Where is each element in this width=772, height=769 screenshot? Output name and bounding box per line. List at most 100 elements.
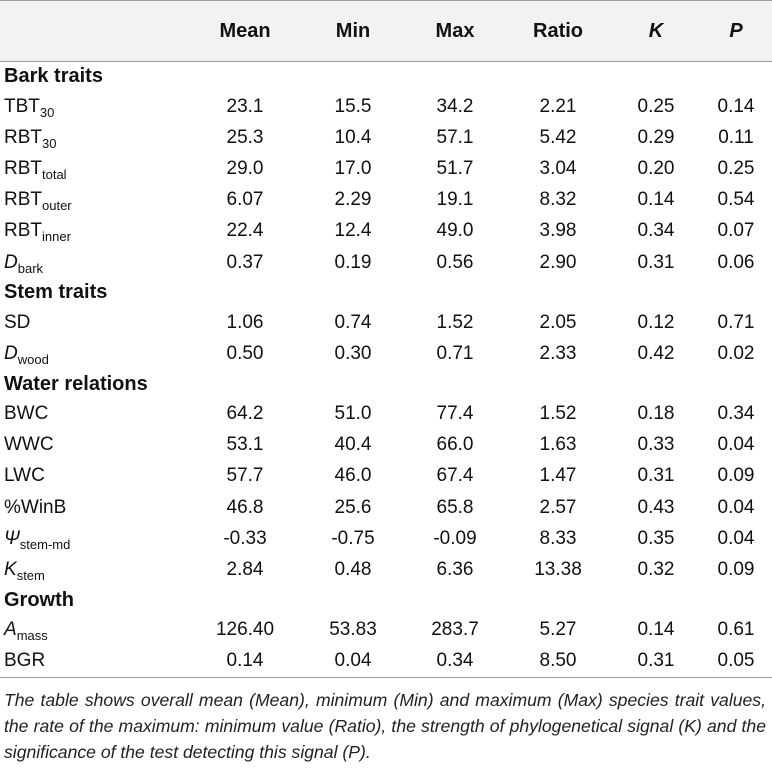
table-row: BGR 0.14 0.04 0.34 8.50 0.31 0.05	[0, 645, 772, 678]
min-cell: 15.5	[334, 95, 372, 117]
group-title: Bark traits	[4, 65, 103, 87]
trait-symbol: BGR	[4, 650, 46, 672]
trait-name-cell: Kstem	[0, 554, 190, 585]
k-cell: 0.31	[637, 465, 675, 487]
ratio-cell: 2.21	[539, 95, 577, 117]
table-row: Amass 126.40 53.83 283.7 5.27 0.14 0.61	[0, 615, 772, 646]
max-cell: 0.56	[436, 251, 474, 273]
p-cell: 0.06	[717, 251, 755, 273]
min-cell: 53.83	[329, 619, 377, 641]
trait-subscript: stem	[16, 568, 45, 584]
mean-cell: 25.3	[226, 126, 264, 148]
p-cell: 0.61	[717, 619, 755, 641]
min-cell: 10.4	[334, 126, 372, 148]
k-cell: 0.34	[637, 220, 675, 242]
p-cell: 0.05	[700, 645, 772, 678]
trait-symbol: A	[4, 619, 17, 641]
trait-name-cell: BWC	[0, 399, 190, 430]
table-row: Ψstem-md -0.33 -0.75 -0.09 8.33 0.35 0.04	[0, 523, 772, 554]
ratio-cell: 1.63	[539, 434, 577, 456]
group-header-row: Growth	[0, 586, 772, 615]
mean-cell: 0.14	[190, 645, 300, 678]
trait-name-cell: Amass	[0, 615, 190, 646]
trait-name-cell: WWC	[0, 430, 190, 461]
max-cell: 49.0	[436, 220, 474, 242]
min-cell: 12.4	[334, 220, 372, 242]
min-cell: 17.0	[334, 157, 372, 179]
trait-name-cell: %WinB	[0, 492, 190, 523]
ratio-cell: 8.32	[539, 189, 577, 211]
p-cell: 0.25	[717, 157, 755, 179]
trait-symbol: BWC	[4, 403, 49, 425]
trait-name-cell: RBTouter	[0, 185, 190, 216]
min-cell: 0.48	[334, 559, 372, 581]
ratio-cell: 3.98	[539, 220, 577, 242]
trait-symbol: WWC	[4, 434, 54, 456]
k-cell: 0.35	[637, 527, 675, 549]
mean-cell: 22.4	[226, 220, 264, 242]
max-cell: 283.7	[431, 619, 479, 641]
k-cell: 0.20	[637, 157, 675, 179]
mean-cell: 0.37	[226, 251, 264, 273]
k-cell: 0.14	[637, 189, 675, 211]
header-p: P	[700, 0, 772, 62]
group-title: Stem traits	[4, 281, 108, 304]
p-cell: 0.54	[717, 189, 755, 211]
header-mean: Mean	[190, 0, 300, 62]
ratio-cell: 2.90	[539, 251, 577, 273]
ratio-cell: 1.52	[539, 403, 577, 425]
p-cell: 0.34	[717, 403, 755, 425]
k-cell: 0.25	[637, 95, 675, 117]
trait-name-cell: BGR	[0, 645, 190, 678]
mean-cell: 126.40	[215, 619, 275, 641]
ratio-cell: 1.47	[539, 465, 577, 487]
k-cell: 0.42	[637, 342, 675, 364]
ratio-cell: 2.57	[539, 496, 577, 518]
min-cell: 40.4	[334, 434, 372, 456]
table-row: LWC 57.7 46.0 67.4 1.47 0.31 0.09	[0, 461, 772, 492]
trait-name-cell: TBT30	[0, 91, 190, 122]
trait-name-cell: Dbark	[0, 247, 190, 278]
group-title: Water relations	[4, 372, 148, 395]
p-cell: 0.07	[717, 220, 755, 242]
table-header: Mean Min Max Ratio K P	[0, 0, 772, 62]
table-footnote: The table shows overall mean (Mean), min…	[4, 690, 766, 762]
table-row: Kstem 2.84 0.48 6.36 13.38 0.32 0.09	[0, 554, 772, 585]
max-cell: 66.0	[436, 434, 474, 456]
trait-name-cell: RBT30	[0, 122, 190, 153]
mean-cell: 0.50	[226, 342, 264, 364]
p-cell: 0.09	[717, 559, 755, 581]
trait-subscript: stem-md	[19, 536, 71, 552]
k-cell: 0.18	[637, 403, 675, 425]
trait-subscript: total	[42, 166, 67, 182]
k-cell: 0.31	[637, 251, 675, 273]
ratio-cell: 8.50	[504, 645, 612, 678]
max-cell: 6.36	[436, 559, 474, 581]
trait-name-cell: Dwood	[0, 338, 190, 369]
p-cell: 0.09	[717, 465, 755, 487]
trait-name-cell: Ψstem-md	[0, 523, 190, 554]
min-cell: 0.19	[334, 251, 372, 273]
mean-cell: 6.07	[226, 189, 264, 211]
table-row: Dbark 0.37 0.19 0.56 2.90 0.31 0.06	[0, 247, 772, 278]
k-cell: 0.14	[637, 619, 675, 641]
trait-name-cell: LWC	[0, 461, 190, 492]
table-body: Bark traits TBT30 23.1 15.5 34.2 2.21 0.25 0.14…	[0, 62, 772, 678]
trait-name-cell: RBTtotal	[0, 153, 190, 184]
header-row: Mean Min Max Ratio K P	[0, 0, 772, 62]
trait-symbol: %WinB	[4, 496, 67, 518]
table-row: RBTtotal 29.0 17.0 51.7 3.04 0.20 0.25	[0, 153, 772, 184]
mean-cell: 2.84	[226, 559, 264, 581]
trait-subscript: inner	[42, 229, 71, 245]
max-cell: 57.1	[436, 126, 474, 148]
trait-subscript: wood	[17, 351, 49, 367]
trait-subscript: mass	[16, 628, 48, 644]
group-header-row: Water relations	[0, 370, 772, 399]
group-title: Growth	[4, 588, 74, 611]
mean-cell: 53.1	[226, 434, 264, 456]
trait-symbol: RBT	[4, 220, 42, 242]
group-header-row: Stem traits	[0, 278, 772, 307]
trait-symbol: RBT	[4, 189, 42, 211]
min-cell: 51.0	[334, 403, 372, 425]
min-cell: 25.6	[334, 496, 372, 518]
